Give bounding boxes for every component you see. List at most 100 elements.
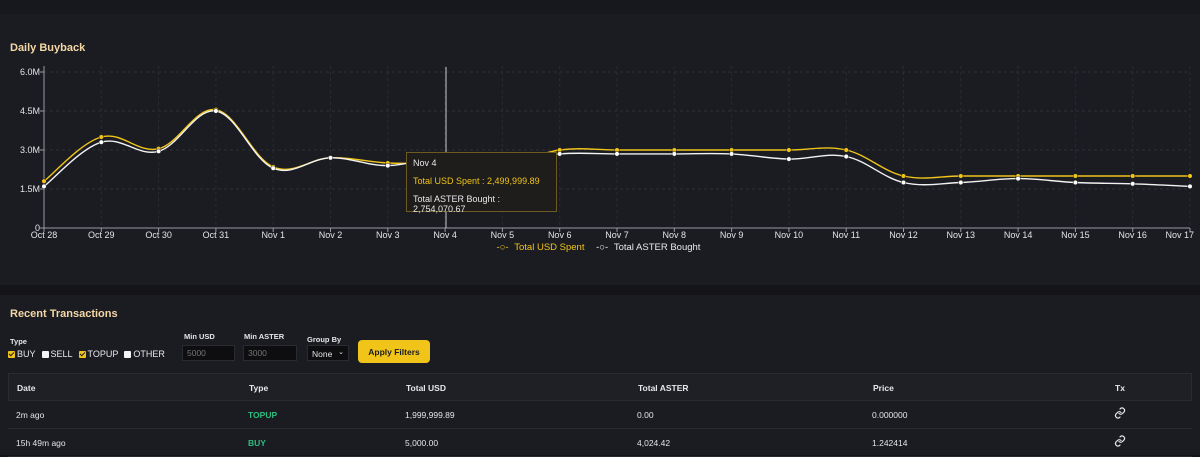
x-tick-label: Nov 9 xyxy=(720,230,744,240)
x-tick-label: Nov 3 xyxy=(376,230,400,240)
series-aster xyxy=(41,108,1193,189)
cell-usd: 5,000.00 xyxy=(405,438,439,448)
chart-tooltip: Nov 4 Total USD Spent : 2,499,999.89 Tot… xyxy=(406,152,557,214)
buyback-chart-panel: Daily Buyback 0 1.5M 3.0M 4.5M 6.0M Oct 28 Oc… xyxy=(0,0,1200,285)
cell-date: 15h 49m ago xyxy=(16,438,66,448)
cell-price: 0.000000 xyxy=(872,410,908,420)
x-tick-label: Nov 12 xyxy=(889,230,918,240)
group-by-value: None xyxy=(312,349,333,359)
x-tick-label: Nov 1 xyxy=(261,230,285,240)
point-aster[interactable] xyxy=(900,179,907,186)
tooltip-date: Nov 4 xyxy=(413,158,437,168)
point-usd[interactable] xyxy=(900,173,907,179)
point-aster[interactable] xyxy=(614,151,620,157)
link-icon[interactable] xyxy=(1114,407,1126,419)
point-aster[interactable] xyxy=(1130,181,1136,187)
legend-aster[interactable]: -○- Total ASTER Bought xyxy=(596,242,701,253)
x-tick-label: Nov 11 xyxy=(832,230,860,240)
chart-legend[interactable]: -○- Total USD Spent -○- Total ASTER Boug… xyxy=(0,242,1200,253)
chart-grid xyxy=(43,66,1191,229)
x-tick-label: Nov 8 xyxy=(663,230,687,240)
type-filter-buy[interactable]: BUY xyxy=(8,349,36,359)
col-tx[interactable]: Tx xyxy=(1115,383,1125,393)
point-usd[interactable] xyxy=(958,173,964,179)
x-tick-label: Nov 7 xyxy=(605,230,629,240)
x-axis: Oct 28 Oct 29 Oct 30 Oct 31 Nov 1 Nov 2 Nov 3 N… xyxy=(31,227,1194,240)
point-aster[interactable] xyxy=(41,183,47,189)
apply-filters-button[interactable]: Apply Filters xyxy=(358,340,430,363)
table-header: Date Type Total USD Total ASTER Price Tx xyxy=(8,373,1192,401)
point-aster[interactable] xyxy=(1187,183,1193,189)
cell-aster: 4,024.42 xyxy=(637,438,671,448)
link-icon[interactable] xyxy=(1114,435,1126,447)
top-band xyxy=(0,0,1200,14)
y-tick-label: 0 xyxy=(35,223,40,233)
col-date[interactable]: Date xyxy=(17,383,36,393)
x-tick-label: Oct 30 xyxy=(145,230,172,240)
point-usd[interactable] xyxy=(98,134,104,140)
checkbox-checked-icon[interactable] xyxy=(78,350,86,358)
min-aster-input[interactable] xyxy=(243,345,297,361)
cell-aster: 0.00 xyxy=(637,410,654,420)
cell-usd: 1,999,999.89 xyxy=(405,410,455,420)
buyback-chart[interactable]: 01.5M3.0M4.5M6.0M Oct 28 Oct 29 Oct 30 Oct … xyxy=(0,0,1200,285)
point-usd[interactable] xyxy=(1130,173,1136,179)
point-aster[interactable] xyxy=(156,148,162,154)
x-tick-label: Nov 16 xyxy=(1118,230,1147,240)
point-aster[interactable] xyxy=(1015,176,1021,182)
point-aster[interactable] xyxy=(843,153,849,160)
point-aster[interactable] xyxy=(1072,179,1078,186)
checkbox-unchecked-icon[interactable] xyxy=(41,350,49,358)
checkbox-checked-icon[interactable] xyxy=(8,350,15,358)
point-aster[interactable] xyxy=(327,155,334,161)
point-aster[interactable] xyxy=(729,151,735,157)
point-aster[interactable] xyxy=(213,108,219,114)
x-tick-label: Oct 29 xyxy=(88,230,115,240)
min-usd-label: Min USD xyxy=(184,332,215,341)
type-filter-sell[interactable]: SELL xyxy=(41,349,73,359)
type-filter-topup[interactable]: TOPUP xyxy=(78,349,118,359)
point-aster[interactable] xyxy=(98,139,104,145)
point-aster[interactable] xyxy=(786,156,792,162)
x-tick-label: Nov 13 xyxy=(947,230,976,240)
point-usd[interactable] xyxy=(41,178,47,184)
point-usd[interactable] xyxy=(1187,173,1193,179)
checkbox-unchecked-icon[interactable] xyxy=(124,350,132,358)
transactions-title: Recent Transactions xyxy=(10,308,118,320)
y-axis: 0 1.5M 3.0M 4.5M 6.0M xyxy=(20,66,45,233)
col-total-aster[interactable]: Total ASTER xyxy=(638,383,689,393)
tooltip-usd: Total USD Spent : 2,499,999.89 xyxy=(413,176,540,186)
table-row: 2m ago TOPUP 1,999,999.89 0.00 0.000000 xyxy=(8,401,1192,429)
col-total-usd[interactable]: Total USD xyxy=(406,383,446,393)
point-usd[interactable] xyxy=(786,147,792,153)
point-usd[interactable] xyxy=(1072,173,1078,179)
point-aster[interactable] xyxy=(385,163,391,169)
point-usd[interactable] xyxy=(843,147,849,153)
cell-type: TOPUP xyxy=(248,410,278,420)
y-tick-label: 1.5M xyxy=(20,184,40,194)
type-filter-other[interactable]: OTHER xyxy=(124,349,165,359)
x-tick-label: Nov 17 xyxy=(1165,230,1194,240)
transactions-table: Date Type Total USD Total ASTER Price Tx… xyxy=(8,373,1192,457)
x-tick-label: Nov 5 xyxy=(491,230,515,240)
min-aster-label: Min ASTER xyxy=(244,332,285,341)
x-tick-label: Nov 2 xyxy=(319,230,343,240)
table-row: 15h 49m ago BUY 5,000.00 4,024.42 1.2424… xyxy=(8,429,1192,457)
y-tick-label: 6.0M xyxy=(20,67,40,77)
y-tick-label: 4.5M xyxy=(20,106,40,116)
chevron-down-icon: ⌄ xyxy=(338,349,344,356)
col-type[interactable]: Type xyxy=(249,383,269,393)
group-by-select[interactable]: None ⌄ xyxy=(307,345,349,361)
point-aster[interactable] xyxy=(958,179,964,186)
chart-title: Daily Buyback xyxy=(10,42,86,54)
type-filter-group: BUY SELL TOPUP OTHER xyxy=(8,349,165,359)
min-usd-input[interactable] xyxy=(182,345,235,361)
transactions-panel: Recent Transactions Type BUY SELL TOPUP … xyxy=(0,295,1200,457)
legend-usd[interactable]: -○- Total USD Spent xyxy=(496,242,585,253)
y-tick-label: 3.0M xyxy=(20,145,40,155)
point-aster[interactable] xyxy=(671,151,677,157)
point-aster[interactable] xyxy=(557,151,563,157)
point-aster[interactable] xyxy=(270,165,276,171)
cell-price: 1.242414 xyxy=(872,438,908,448)
col-price[interactable]: Price xyxy=(873,383,894,393)
